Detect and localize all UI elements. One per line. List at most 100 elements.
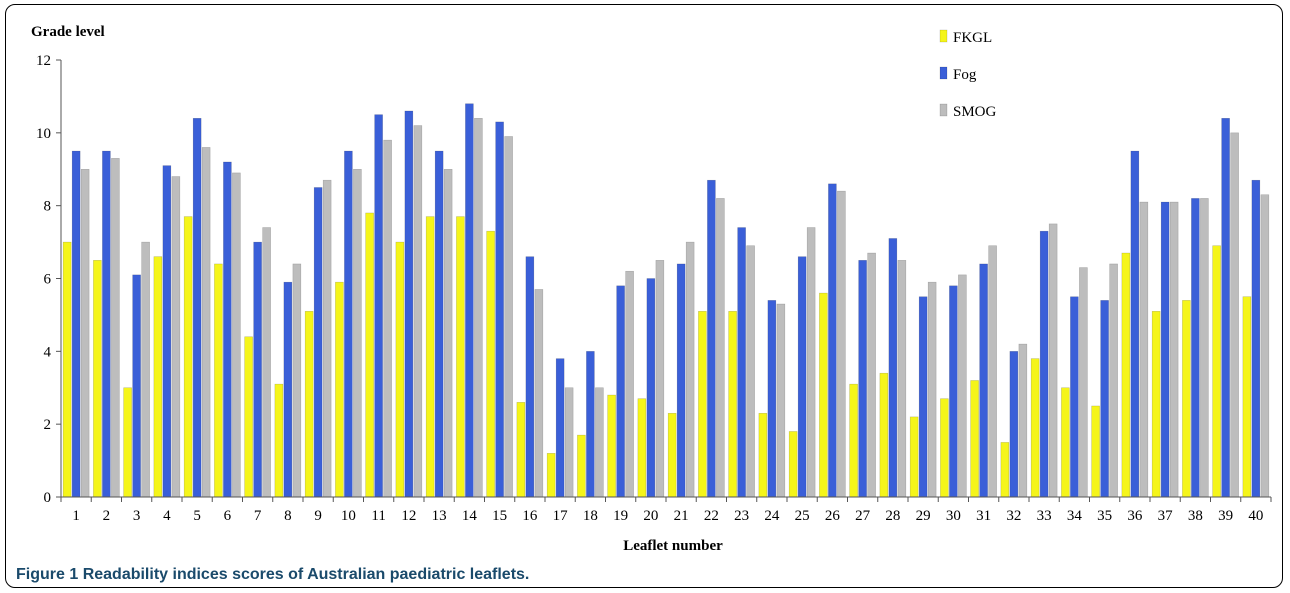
bar-smog-leaflet-6 <box>232 172 241 498</box>
bar-smog-leaflet-33 <box>1048 223 1058 498</box>
legend-label-fog: Fog <box>953 67 977 83</box>
bar-smog-leaflet-39 <box>1230 132 1239 498</box>
bar-smog-leaflet-12 <box>413 125 423 498</box>
bar-smog-leaflet-3 <box>141 241 150 498</box>
bar-smog-leaflet-18 <box>595 387 604 498</box>
x-tick-label: 18 <box>583 508 598 524</box>
bar-fog-leaflet-10 <box>344 150 353 498</box>
bar-fkgl-leaflet-10 <box>335 281 344 498</box>
bar-smog-leaflet-10 <box>353 169 362 498</box>
bar-fkgl-leaflet-7 <box>244 336 253 498</box>
y-tick-label: 0 <box>44 490 52 506</box>
bar-smog-leaflet-31 <box>988 245 997 498</box>
x-tick-label: 29 <box>916 508 931 524</box>
bar-smog-leaflet-38 <box>1200 198 1209 498</box>
bar-smog-leaflet-5 <box>201 147 211 498</box>
x-tick-label: 6 <box>224 508 232 524</box>
legend-label-smog: SMOG <box>953 104 997 120</box>
bar-fkgl-leaflet-15 <box>486 230 495 498</box>
x-tick-label: 40 <box>1248 508 1263 524</box>
x-tick-label: 27 <box>855 508 871 524</box>
bar-fog-leaflet-30 <box>949 285 958 498</box>
bar-smog-leaflet-23 <box>746 245 755 498</box>
bar-fog-leaflet-16 <box>525 256 535 498</box>
bar-fog-leaflet-18 <box>586 351 595 498</box>
bar-smog-leaflet-36 <box>1139 201 1149 498</box>
x-tick-label: 31 <box>976 508 991 524</box>
bar-fog-leaflet-33 <box>1039 230 1049 498</box>
bars <box>62 103 1270 498</box>
bar-fkgl-leaflet-32 <box>1000 442 1010 498</box>
bar-smog-leaflet-8 <box>292 263 302 498</box>
x-tick-label: 16 <box>522 508 538 524</box>
x-tick-label: 33 <box>1037 508 1052 524</box>
bar-smog-leaflet-30 <box>958 274 967 498</box>
x-tick-label: 23 <box>734 508 749 524</box>
bar-fog-leaflet-40 <box>1251 179 1261 498</box>
x-tick-label: 22 <box>704 508 719 524</box>
bar-fog-leaflet-29 <box>918 296 928 498</box>
x-tick-label: 30 <box>946 508 961 524</box>
bar-smog-leaflet-37 <box>1169 201 1179 498</box>
bar-fkgl-leaflet-36 <box>1121 252 1131 498</box>
bar-fog-leaflet-12 <box>404 110 414 498</box>
legend-swatch-fkgl <box>939 29 948 43</box>
bar-smog-leaflet-20 <box>655 260 665 498</box>
bar-smog-leaflet-16 <box>534 289 544 498</box>
bar-smog-leaflet-27 <box>867 252 876 498</box>
x-tick-label: 39 <box>1218 508 1233 524</box>
bar-fkgl-leaflet-21 <box>667 412 677 498</box>
bar-smog-leaflet-25 <box>806 227 816 498</box>
bar-fkgl-leaflet-5 <box>183 216 193 498</box>
bar-smog-leaflet-24 <box>776 303 786 498</box>
x-tick-label: 5 <box>193 508 201 524</box>
bar-fog-leaflet-9 <box>313 187 323 498</box>
bar-fog-leaflet-28 <box>888 238 898 498</box>
bar-fog-leaflet-24 <box>767 300 777 498</box>
x-tick-label: 24 <box>764 508 780 524</box>
bar-fog-leaflet-23 <box>737 227 746 498</box>
x-axis-label: Leaflet number <box>623 538 723 554</box>
bar-fkgl-leaflet-18 <box>577 434 586 498</box>
bar-fog-leaflet-5 <box>192 118 202 498</box>
x-tick-label: 35 <box>1097 508 1112 524</box>
bar-smog-leaflet-35 <box>1109 263 1118 498</box>
x-tick-label: 20 <box>643 508 658 524</box>
bar-smog-leaflet-4 <box>171 176 181 498</box>
x-tick-label: 36 <box>1127 508 1143 524</box>
bar-fog-leaflet-19 <box>616 285 625 498</box>
x-tick-label: 25 <box>795 508 810 524</box>
legend-label-fkgl: FKGL <box>953 30 992 46</box>
bar-smog-leaflet-21 <box>685 241 695 498</box>
bar-fkgl-leaflet-33 <box>1030 358 1040 498</box>
bar-fog-leaflet-4 <box>162 165 172 498</box>
bar-fkgl-leaflet-22 <box>698 311 707 498</box>
y-tick-label: 12 <box>36 53 51 69</box>
bar-fkgl-leaflet-11 <box>365 212 374 498</box>
x-tick-label: 1 <box>72 508 80 524</box>
x-tick-label: 11 <box>371 508 385 524</box>
x-tick-label: 9 <box>314 508 322 524</box>
bar-fog-leaflet-13 <box>434 150 444 498</box>
x-tick-label: 7 <box>254 508 262 524</box>
x-tick-label: 17 <box>553 508 569 524</box>
bar-fkgl-leaflet-40 <box>1242 296 1252 498</box>
legend-swatch-fog <box>939 66 948 80</box>
bar-fkgl-leaflet-3 <box>123 387 132 498</box>
bar-smog-leaflet-1 <box>80 169 90 498</box>
bar-fog-leaflet-35 <box>1100 300 1109 498</box>
bar-fkgl-leaflet-20 <box>637 398 647 498</box>
bar-fkgl-leaflet-8 <box>274 383 284 498</box>
bar-fkgl-leaflet-29 <box>909 416 919 498</box>
bar-fog-leaflet-36 <box>1130 150 1140 498</box>
bar-fkgl-leaflet-30 <box>940 398 949 498</box>
bar-smog-leaflet-26 <box>837 190 846 498</box>
y-tick-label: 6 <box>44 272 52 288</box>
bar-fkgl-leaflet-17 <box>546 453 556 498</box>
bar-fkgl-leaflet-19 <box>607 394 616 498</box>
bar-fog-leaflet-39 <box>1221 118 1230 498</box>
bar-fkgl-leaflet-24 <box>758 412 768 498</box>
bar-fog-leaflet-38 <box>1191 198 1200 498</box>
